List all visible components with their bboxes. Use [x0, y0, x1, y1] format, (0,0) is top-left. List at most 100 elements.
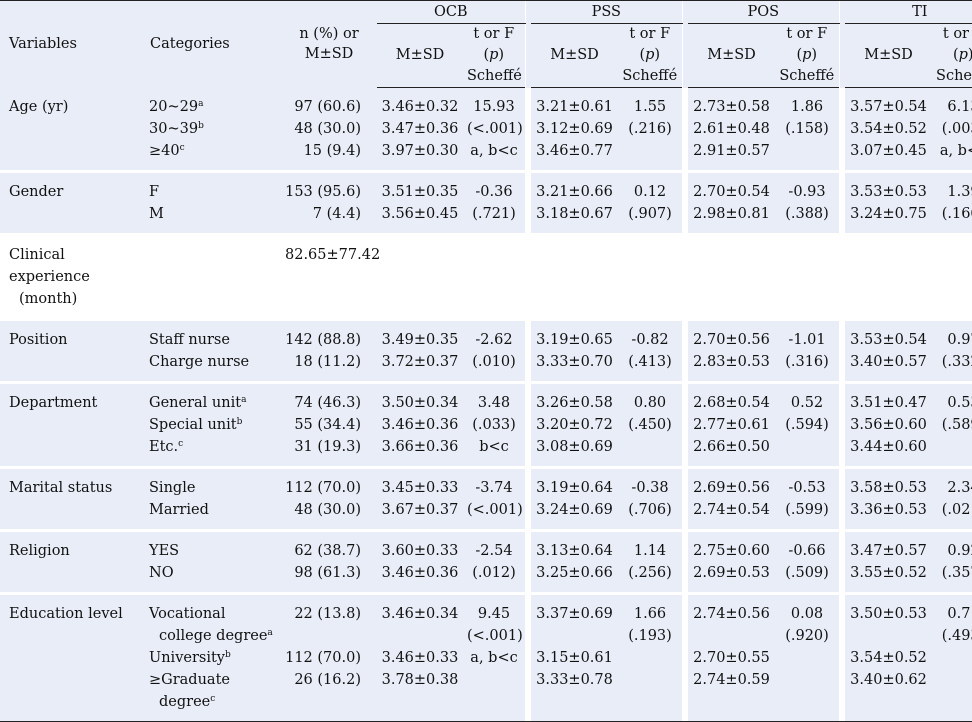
header-msd: M±SD	[377, 23, 463, 88]
cell-value: 3.46±0.36	[381, 565, 459, 581]
cell-value: 3.44±0.60	[850, 439, 927, 455]
pss-msd: 3.21±0.61 3.12±0.69 3.46±0.77	[531, 87, 619, 170]
cell-value	[849, 625, 928, 647]
cell-value: (.033)	[472, 417, 516, 433]
cell-value: 2.83±0.53	[693, 354, 770, 370]
header-tf: t or F(p)Scheffé	[775, 23, 840, 88]
cell-value: 3.46±0.32	[381, 99, 459, 115]
cell-value	[381, 625, 459, 647]
table-row: Clinical experience (month) 82.65±77.42	[0, 236, 972, 318]
cell-value: 2.70±0.54	[693, 184, 770, 200]
cell-value: 2.75±0.60	[693, 543, 770, 559]
category-label: Vocational	[149, 606, 226, 622]
header-tf: t or F(p)Scheffé	[463, 23, 526, 88]
row-categories	[141, 236, 281, 318]
row-variable: Gender	[0, 173, 141, 233]
category-label: Staff nurse	[149, 332, 230, 348]
ocb-msd: 3.46±0.32 3.47±0.36 3.97±0.30	[377, 87, 463, 170]
row-variable: Clinical experience (month)	[0, 236, 141, 318]
row-variable: Religion	[0, 532, 141, 592]
pos-msd: 2.69±0.56 2.74±0.54	[688, 469, 776, 529]
pos-msd: 2.75±0.60 2.69±0.53	[688, 532, 776, 592]
cell-value: 3.97±0.30	[381, 143, 459, 159]
ti-msd: 3.47±0.57 3.55±0.52	[845, 532, 933, 592]
cell-value: 3.53±0.54	[850, 332, 927, 348]
cell-value	[285, 691, 361, 713]
cell-value: (.599)	[785, 502, 829, 518]
cell-value: 74 (46.3)	[294, 395, 361, 411]
category-label: Married	[149, 502, 209, 518]
category-label: 30~39b	[149, 120, 204, 137]
ocb-msd: 3.49±0.35 3.72±0.37	[377, 321, 463, 381]
cell-value: (.706)	[628, 502, 672, 518]
cell-value: 3.24±0.75	[850, 206, 927, 222]
ti-tf: 2.34 (.021)	[932, 469, 972, 529]
pos-msd: 2.73±0.58 2.61±0.48 2.91±0.57	[688, 87, 776, 170]
cell-value: 3.18±0.67	[536, 206, 613, 222]
category-label: Single	[149, 480, 196, 496]
cell-value: 3.46±0.77	[536, 143, 613, 159]
cell-value: 3.25±0.66	[536, 565, 613, 581]
pss-tf: 1.66 (.193)	[618, 595, 683, 722]
cell-value: 98 (61.3)	[294, 565, 361, 581]
cell-value: (.216)	[628, 121, 672, 137]
row-n: 142 (88.8) 18 (11.2)	[281, 321, 377, 381]
header-group-pos: POS	[688, 0, 840, 24]
cell-value: -3.74	[475, 480, 513, 496]
cell-value: 1.39	[947, 184, 972, 200]
cell-value: 0.12	[633, 184, 667, 200]
cell-value: (.907)	[628, 206, 672, 222]
pss-tf: -0.38 (.706)	[618, 469, 683, 529]
cell-value: 2.70±0.56	[693, 332, 770, 348]
table-row: Marital status Single Married 112 (70.0) 48 …	[0, 469, 972, 529]
cell-value: 3.54±0.52	[850, 121, 927, 137]
cell-value: 3.21±0.61	[536, 99, 613, 115]
cell-value: 3.58±0.53	[850, 480, 927, 496]
header-msd: M±SD	[688, 23, 776, 88]
cell-value: a, b<c	[939, 143, 972, 159]
cell-value: 2.66±0.50	[693, 439, 770, 455]
ocb-tf: 9.45 (<.001) a, b<c	[463, 595, 526, 722]
cell-value: 3.78±0.38	[381, 672, 459, 688]
cell-value: 3.47±0.57	[850, 543, 927, 559]
cell-value: 3.45±0.33	[381, 480, 459, 496]
cell-value: 0.08	[790, 606, 824, 622]
row-n: 82.65±77.42	[281, 236, 380, 318]
pss-tf: 0.80 (.450)	[618, 384, 683, 466]
pos-msd: 2.68±0.54 2.77±0.61 2.66±0.50	[688, 384, 776, 466]
category-label: 20~29a	[149, 98, 204, 115]
cell-value: 2.68±0.54	[693, 395, 770, 411]
cell-value: (.589)	[941, 417, 972, 433]
ti-tf: 0.53 (.589)	[932, 384, 972, 466]
cell-value: 2.98±0.81	[693, 206, 770, 222]
cell-value: (.721)	[472, 206, 516, 222]
cell-value: 2.70±0.55	[693, 650, 770, 666]
cell-value: 3.46±0.34	[381, 606, 459, 622]
cell-value: 3.08±0.69	[536, 439, 613, 455]
row-n: 97 (60.6) 48 (30.0) 15 (9.4)	[281, 87, 377, 170]
cell-value: 3.51±0.35	[381, 184, 459, 200]
cell-value: -0.93	[788, 184, 826, 200]
cell-value: 2.69±0.56	[693, 480, 770, 496]
ti-tf: 6.13 (.003) a, b<c	[932, 87, 972, 170]
header-n: n (%) or M±SD	[281, 0, 377, 88]
cell-value: 48 (30.0)	[294, 120, 361, 137]
cell-value: 2.91±0.57	[693, 143, 770, 159]
cell-value: (.021)	[941, 502, 972, 518]
cell-value: -0.53	[788, 480, 826, 496]
cell-value: 3.19±0.65	[536, 332, 613, 348]
cell-value: 0.52	[790, 395, 824, 411]
row-variable: Department	[0, 384, 141, 466]
category-label: YES	[149, 543, 180, 559]
cell-value: 2.77±0.61	[693, 417, 770, 433]
pss-msd: 3.19±0.64 3.24±0.69	[531, 469, 619, 529]
cell-value: 3.49±0.35	[381, 332, 459, 348]
header-variables: Variables	[0, 0, 141, 88]
pos-msd: 2.70±0.56 2.83±0.53	[688, 321, 776, 381]
cell-value: -0.36	[475, 184, 513, 200]
pos-tf: 0.08 (.920)	[775, 595, 840, 722]
cell-value: 15 (9.4)	[303, 142, 361, 159]
cell-value	[535, 625, 614, 647]
header-group-ti: TI	[845, 0, 972, 24]
cell-value: a, b<c	[470, 650, 518, 666]
